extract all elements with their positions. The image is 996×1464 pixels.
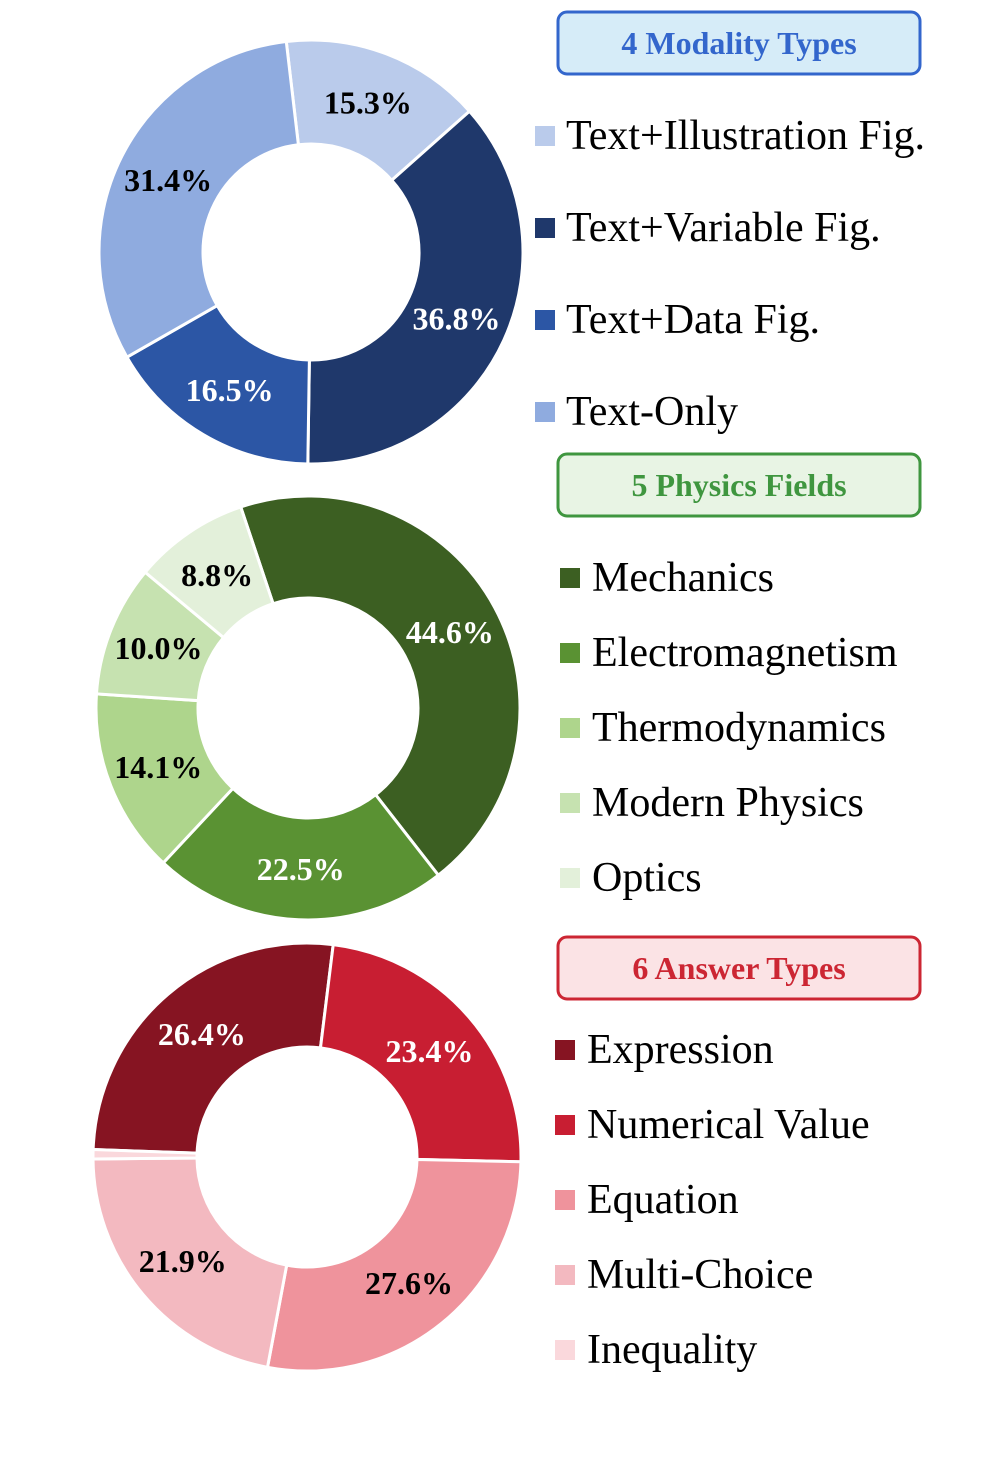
slice-electromagnetism <box>161 786 441 922</box>
slice-labels: 15.3% 36.8% 16.5% 31.4% <box>124 84 500 407</box>
slice-text-variable-fig- <box>306 109 525 466</box>
legend: Text+Illustration Fig. Text+Variable Fig.… <box>535 113 925 435</box>
legend-label: Multi-Choice <box>587 1252 813 1298</box>
legend-item: Expression <box>555 1027 774 1073</box>
slice-value-label: 15.3% <box>324 84 412 120</box>
chart-title: 4 Modality Types <box>621 25 856 61</box>
slice-value-label: 10.0% <box>115 630 203 666</box>
legend-item: Numerical Value <box>555 1102 870 1148</box>
legend-label: Modern Physics <box>592 780 864 826</box>
slice-value-label: 44.6% <box>406 614 494 650</box>
slice-numerical-value <box>318 942 523 1164</box>
slice-value-label: 16.5% <box>186 372 274 408</box>
legend-item: Text+Data Fig. <box>535 297 820 343</box>
slice-multi-choice <box>91 1156 289 1370</box>
donut-chart-2: 44.6% 22.5% 14.1% 10.0% 8.8% 5 Physics Fields… <box>94 452 922 922</box>
legend-item: Thermodynamics <box>560 705 886 751</box>
chart-title: 5 Physics Fields <box>631 467 846 503</box>
legend-swatch <box>560 643 580 663</box>
legend-label: Electromagnetism <box>592 630 898 676</box>
slice-labels: 44.6% 22.5% 14.1% 10.0% 8.8% <box>114 557 494 887</box>
title-box-frame <box>556 10 922 76</box>
slice-value-label: 36.8% <box>412 301 500 337</box>
legend-item: Mechanics <box>560 555 774 601</box>
slice-value-label: 23.4% <box>386 1033 474 1069</box>
slices <box>97 38 525 466</box>
slice-value-label: 8.8% <box>181 557 253 593</box>
legend-label: Inequality <box>587 1327 757 1373</box>
legend-label: Thermodynamics <box>592 705 886 751</box>
legend-swatch <box>560 868 580 888</box>
legend-item: Optics <box>560 855 702 901</box>
legend-swatch <box>560 793 580 813</box>
legend-swatch <box>560 718 580 738</box>
slices <box>94 494 522 922</box>
legend-swatch <box>555 1190 575 1210</box>
donut-chart-3: 26.4% 23.4% 27.6% 21.9% 6 Answer Types Expres… <box>91 935 922 1373</box>
legend-swatch <box>560 568 580 588</box>
legend-swatch <box>535 218 555 238</box>
legend-swatch <box>555 1265 575 1285</box>
slice-equation <box>265 1157 523 1373</box>
title-box-frame <box>556 935 922 1001</box>
legend-label: Text+Data Fig. <box>566 297 820 343</box>
legend: Expression Numerical Value Equation Multi-C… <box>555 1027 870 1373</box>
legend-label: Text+Variable Fig. <box>566 205 881 251</box>
slice-text-only <box>97 39 301 360</box>
slice-text-data-fig- <box>124 303 311 466</box>
slice-text-illustration-fig- <box>284 38 472 183</box>
slice-optics <box>143 505 275 640</box>
slice-value-label: 26.4% <box>158 1016 246 1052</box>
slices <box>91 941 523 1373</box>
legend-item: Equation <box>555 1177 739 1223</box>
legend-swatch <box>535 126 555 146</box>
legend-label: Expression <box>587 1027 774 1073</box>
legend-label: Text+Illustration Fig. <box>566 113 925 159</box>
legend-swatch <box>535 310 555 330</box>
legend-item: Multi-Choice <box>555 1252 813 1298</box>
chart-title-box: 5 Physics Fields <box>556 452 922 518</box>
slice-value-label: 22.5% <box>257 851 345 887</box>
chart-title-box: 6 Answer Types <box>556 935 922 1001</box>
legend-item: Inequality <box>555 1327 757 1373</box>
legend-swatch <box>555 1040 575 1060</box>
slice-labels: 26.4% 23.4% 27.6% 21.9% <box>139 1016 474 1301</box>
slice-value-label: 21.9% <box>139 1243 227 1279</box>
legend-item: Text+Variable Fig. <box>535 205 881 251</box>
title-box-frame <box>556 452 922 518</box>
legend-item: Text+Illustration Fig. <box>535 113 925 159</box>
chart-title: 6 Answer Types <box>632 950 845 986</box>
legend: Mechanics Electromagnetism Thermodynamics M… <box>560 555 898 901</box>
legend-item: Modern Physics <box>560 780 864 826</box>
donut-chart-1: 15.3% 36.8% 16.5% 31.4% 4 Modality Types Text… <box>97 10 925 466</box>
slice-value-label: 31.4% <box>124 162 212 198</box>
legend-label: Numerical Value <box>587 1102 870 1148</box>
legend-label: Mechanics <box>592 555 774 601</box>
legend-item: Text-Only <box>535 389 738 435</box>
legend-swatch <box>555 1115 575 1135</box>
chart-title-box: 4 Modality Types <box>556 10 922 76</box>
legend-swatch <box>555 1340 575 1360</box>
slice-expression <box>91 941 335 1155</box>
slice-value-label: 27.6% <box>365 1265 453 1301</box>
slice-inequality <box>91 1147 199 1161</box>
slice-value-label: 14.1% <box>114 749 202 785</box>
legend-label: Text-Only <box>566 389 738 435</box>
legend-item: Electromagnetism <box>560 630 898 676</box>
legend-swatch <box>535 402 555 422</box>
legend-label: Optics <box>592 855 702 901</box>
slice-mechanics <box>238 494 522 878</box>
legend-label: Equation <box>587 1177 739 1223</box>
